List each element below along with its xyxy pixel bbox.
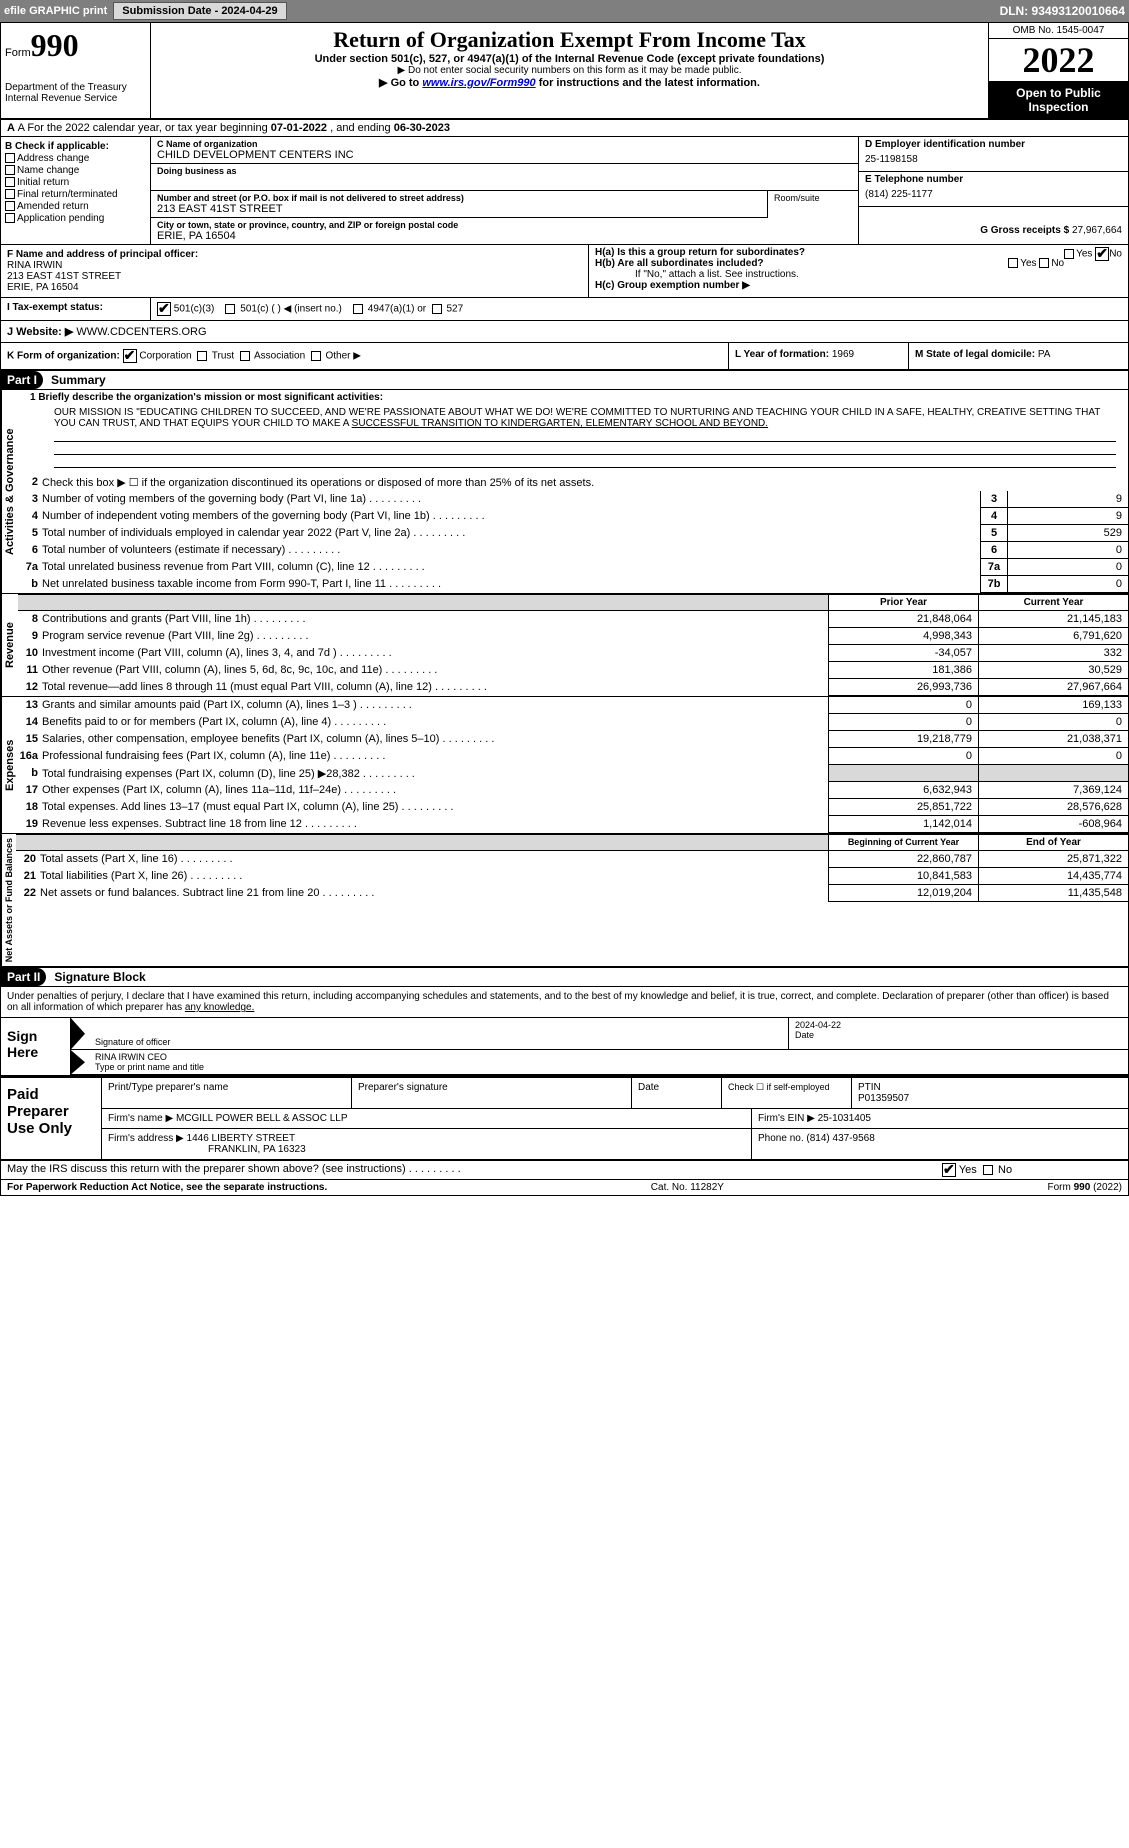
table-row: 14Benefits paid to or for members (Part … [18,714,1128,731]
box-j: J Website: ▶ WWW.CDCENTERS.ORG [1,321,1128,343]
chk-application-pending[interactable] [5,213,15,223]
box-right: D Employer identification number25-11981… [858,137,1128,244]
arrow-icon [71,1050,85,1074]
part2-title: Signature Block [46,968,153,986]
chk-corp[interactable] [123,349,137,363]
tab-net-assets: Net Assets or Fund Balances [1,834,16,966]
table-row: 16aProfessional fundraising fees (Part I… [18,748,1128,765]
part1-title: Summary [43,371,114,389]
table-row: 18Total expenses. Add lines 13–17 (must … [18,799,1128,816]
chk-hb-yes[interactable] [1008,258,1018,268]
table-row: 21Total liabilities (Part X, line 26) 10… [16,868,1128,885]
chk-501c[interactable] [225,304,235,314]
table-row: bNet unrelated business taxable income f… [18,576,1128,593]
chk-hb-no[interactable] [1039,258,1049,268]
chk-discuss-no[interactable] [983,1165,993,1175]
submission-date-btn[interactable]: Submission Date - 2024-04-29 [113,2,286,20]
box-h: H(a) Is this a group return for subordin… [588,245,1128,297]
perjury-text: Under penalties of perjury, I declare th… [1,987,1128,1018]
table-row: bTotal fundraising expenses (Part IX, co… [18,765,1128,782]
table-row: 7aTotal unrelated business revenue from … [18,559,1128,576]
table-row: 10Investment income (Part VIII, column (… [18,645,1128,662]
box-m: M State of legal domicile: PA [908,343,1128,369]
form-body: Form990 Department of the Treasury Inter… [0,22,1129,1196]
table-row: 8Contributions and grants (Part VIII, li… [18,611,1128,628]
chk-501c3[interactable] [157,302,171,316]
chk-name-change[interactable] [5,165,15,175]
tax-year: 2022 [989,39,1128,82]
discuss-label: May the IRS discuss this return with the… [7,1163,942,1177]
box-l: L Year of formation: 1969 [728,343,908,369]
row-a: A A For the 2022 calendar year, or tax y… [1,120,1128,137]
form-title: Return of Organization Exempt From Incom… [155,27,984,53]
chk-ha-yes[interactable] [1064,249,1074,259]
irs-link[interactable]: www.irs.gov/Form990 [422,77,535,89]
box-f: F Name and address of principal officer:… [1,245,588,297]
part1-hdr: Part I [1,371,43,389]
chk-assoc[interactable] [240,351,250,361]
part2-hdr: Part II [1,968,46,986]
paid-prep-label: Paid Preparer Use Only [1,1078,101,1159]
chk-initial-return[interactable] [5,177,15,187]
inspection-label: Open to Public Inspection [989,82,1128,118]
tab-revenue: Revenue [1,594,18,696]
box-i-opts: 501(c)(3) 501(c) ( ) ◀ (insert no.) 4947… [151,298,1128,320]
chk-527[interactable] [432,304,442,314]
note-link: ▶ Go to www.irs.gov/Form990 for instruct… [155,76,984,89]
chk-final-return[interactable] [5,189,15,199]
table-row: 3Number of voting members of the governi… [18,491,1128,508]
chk-discuss-yes[interactable] [942,1163,956,1177]
chk-other[interactable] [311,351,321,361]
table-row: 13Grants and similar amounts paid (Part … [18,697,1128,714]
table-row: 17Other expenses (Part IX, column (A), l… [18,782,1128,799]
table-row: 5Total number of individuals employed in… [18,525,1128,542]
table-row: 6Total number of volunteers (estimate if… [18,542,1128,559]
table-row: 11Other revenue (Part VIII, column (A), … [18,662,1128,679]
box-c: C Name of organizationCHILD DEVELOPMENT … [151,137,858,244]
chk-ha-no[interactable] [1095,247,1109,261]
note-ssn: ▶ Do not enter social security numbers o… [155,65,984,76]
table-row: 15Salaries, other compensation, employee… [18,731,1128,748]
table-row: 12Total revenue—add lines 8 through 11 (… [18,679,1128,696]
chk-4947[interactable] [353,304,363,314]
arrow-icon [71,1018,85,1049]
chk-amended[interactable] [5,201,15,211]
chk-trust[interactable] [197,351,207,361]
tab-activities: Activities & Governance [1,390,18,593]
form-number: 990 [31,27,79,63]
omb-label: OMB No. 1545-0047 [989,23,1128,39]
table-row: 20Total assets (Part X, line 16) 22,860,… [16,851,1128,868]
table-row: 22Net assets or fund balances. Subtract … [16,885,1128,902]
box-b: B Check if applicable: Address change Na… [1,137,151,244]
table-row: 19Revenue less expenses. Subtract line 1… [18,816,1128,833]
table-row: 9Program service revenue (Part VIII, lin… [18,628,1128,645]
box-i-label: I Tax-exempt status: [1,298,151,320]
sign-here-label: Sign Here [1,1018,71,1075]
footer: For Paperwork Reduction Act Notice, see … [1,1180,1128,1195]
table-row: 4Number of independent voting members of… [18,508,1128,525]
form-label: Form [5,47,31,59]
dln-label: DLN: 93493120010664 [1000,4,1125,18]
tab-expenses: Expenses [1,697,18,833]
form-subtitle: Under section 501(c), 527, or 4947(a)(1)… [155,53,984,65]
box-k: K Form of organization: Corporation Trus… [1,343,728,369]
efile-label: efile GRAPHIC print [4,5,107,17]
dept-label: Department of the Treasury Internal Reve… [5,82,146,104]
chk-address-change[interactable] [5,153,15,163]
mission-text: OUR MISSION IS "EDUCATING CHILDREN TO SU… [18,403,1128,474]
top-bar: efile GRAPHIC print Submission Date - 20… [0,0,1129,22]
